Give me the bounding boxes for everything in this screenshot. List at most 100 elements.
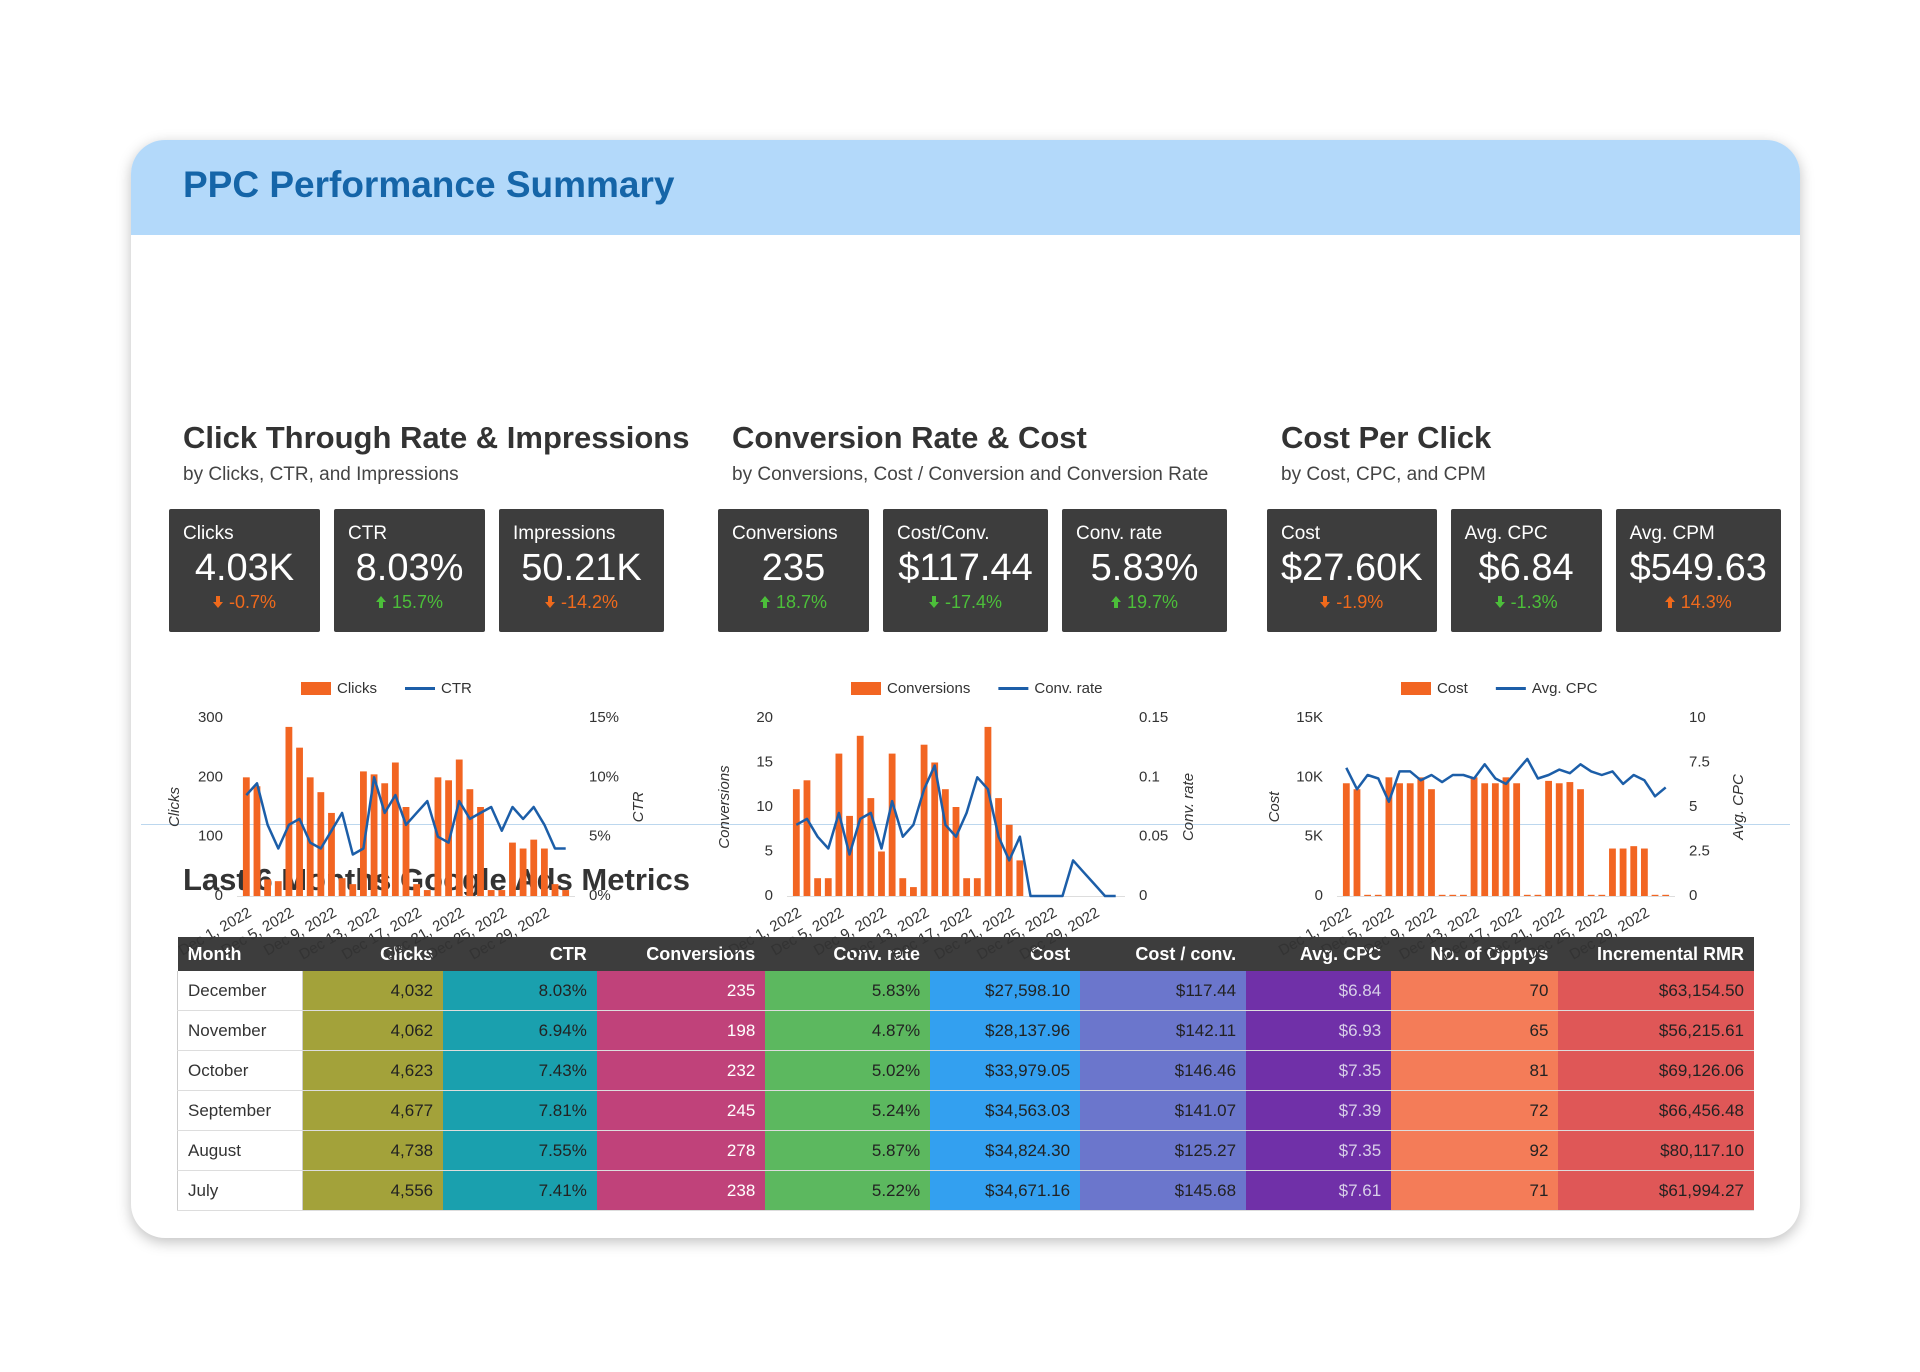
- bar: [1555, 783, 1563, 896]
- bar: [1385, 777, 1393, 896]
- bar: [264, 879, 272, 896]
- table-cell: $66,456.48: [1558, 1090, 1754, 1131]
- bar: [391, 762, 399, 896]
- kpi-card: Avg. CPC $6.84 -1.3%: [1450, 509, 1602, 632]
- y-tick-label: 15%: [589, 709, 619, 726]
- arrow-shape: [544, 596, 555, 608]
- bar: [328, 812, 335, 896]
- bar: [562, 890, 570, 896]
- bar: [878, 851, 885, 896]
- table-cell: $146.46: [1080, 1050, 1247, 1091]
- bar: [910, 887, 917, 896]
- bar: [466, 789, 474, 896]
- y-tick-label: 0: [1315, 887, 1323, 904]
- bar: [1438, 894, 1446, 896]
- table-cell: 4,738: [302, 1130, 444, 1171]
- bar: [519, 848, 527, 896]
- bar: [1396, 783, 1403, 896]
- table-cell: $141.07: [1080, 1090, 1247, 1131]
- column-header: CTR: [443, 937, 597, 971]
- bar: [1481, 783, 1489, 896]
- trend-arrow: [1664, 596, 1675, 608]
- bar: [1406, 783, 1414, 896]
- bar: [1374, 894, 1382, 896]
- kpi-value: $549.63: [1629, 547, 1767, 589]
- dashboard-card: PPC Performance Summary Last 6 Months Go…: [131, 140, 1800, 1238]
- table-cell: 6.94%: [443, 1010, 597, 1051]
- kpi-card: Avg. CPM $549.63 14.3%: [1615, 509, 1781, 632]
- table-cell: 7.81%: [443, 1090, 597, 1131]
- table-cell: 92: [1391, 1130, 1559, 1171]
- kpi-change: -17.4%: [944, 592, 1003, 612]
- column-header: Clicks: [302, 937, 444, 971]
- kpi-change-row: -17.4%: [897, 592, 1034, 613]
- y2-axis-title: Avg. CPC: [1730, 774, 1747, 841]
- y-tick-label: 0.15: [1139, 709, 1168, 726]
- bar: [952, 807, 960, 896]
- kpi-card: Cost/Conv. $117.44 -17.4%: [883, 509, 1048, 632]
- arrow-shape: [1320, 596, 1331, 608]
- table-cell: 5.87%: [765, 1130, 931, 1171]
- trend-arrow: [1110, 596, 1121, 608]
- dashboard-title: PPC Performance Summary: [183, 164, 675, 205]
- table-cell: 238: [596, 1170, 766, 1211]
- y-tick-label: 0%: [589, 887, 611, 904]
- y-tick-label: 10K: [1296, 768, 1323, 785]
- table-row: August 4,738 7.55% 278 5.87% $34,824.30 $125.2…: [176, 1130, 1754, 1171]
- kpi-value: $117.44: [898, 547, 1033, 589]
- kpi-row: Conversions 235 18.7% Cost/Conv. $117.44 -17.…: [718, 509, 1227, 632]
- bar: [487, 890, 495, 896]
- section-subtitle: by Conversions, Cost / Conversion and Co…: [732, 464, 1209, 485]
- table-row: December 4,032 8.03% 235 5.83% $27,598.10 $117…: [176, 971, 1754, 1011]
- bar: [1470, 777, 1478, 896]
- line: [795, 764, 1116, 898]
- table-cell: $56,215.61: [1558, 1010, 1754, 1051]
- section: Cost Per Click by Cost, CPC, and CPM Cost $…: [1267, 420, 1781, 632]
- y2-axis-title: CTR: [630, 791, 647, 822]
- table-cell: 4,032: [302, 971, 444, 1011]
- table-cell: 198: [596, 1010, 766, 1051]
- bar: [306, 777, 314, 896]
- metrics-table: Month Clicks CTR Conversions Conv. rate Cost C…: [176, 937, 1754, 1211]
- table-row: September 4,677 7.81% 245 5.24% $34,563.03 $14…: [176, 1090, 1754, 1131]
- y-tick-label: 0: [1139, 887, 1147, 904]
- bar: [1460, 894, 1467, 896]
- bar: [1662, 894, 1670, 896]
- separator: [141, 824, 1790, 825]
- kpi-change-row: -1.9%: [1281, 592, 1423, 613]
- table-cell: July: [176, 1170, 304, 1211]
- kpi-value: 235: [761, 547, 826, 589]
- table-cell: $6.84: [1246, 971, 1392, 1011]
- trend-arrow: [375, 596, 386, 608]
- y-tick-label: 7.5: [1689, 753, 1710, 770]
- section: Conversion Rate & Cost by Conversions, Co…: [718, 420, 1227, 632]
- bar: [803, 780, 811, 896]
- table-cell: 7.41%: [443, 1170, 597, 1211]
- bar: [1016, 860, 1024, 896]
- table-cell: November: [176, 1010, 304, 1051]
- kpi-value: 4.03K: [194, 547, 295, 589]
- y-tick-label: 100: [198, 828, 223, 845]
- bar: [1587, 894, 1595, 896]
- bar: [1364, 894, 1372, 896]
- kpi-change: -1.9%: [1336, 592, 1384, 612]
- kpi-label: Cost: [1281, 523, 1321, 544]
- bar: [1630, 846, 1638, 896]
- y-tick-label: 5K: [1305, 828, 1323, 845]
- arrow-shape: [375, 596, 386, 608]
- bar: [1449, 894, 1457, 896]
- bar: [899, 878, 907, 896]
- table-cell: $145.68: [1080, 1170, 1247, 1211]
- y-tick-label: 15: [756, 753, 773, 770]
- kpi-value: 5.83%: [1090, 547, 1199, 589]
- arrow-shape: [1664, 596, 1675, 608]
- trend-arrow: [544, 596, 555, 608]
- y-tick-label: 10%: [589, 768, 619, 785]
- table-cell: $7.39: [1246, 1090, 1392, 1131]
- trend-arrow: [928, 596, 939, 608]
- kpi-change-row: 15.7%: [348, 592, 471, 613]
- kpi-card: Cost $27.60K -1.9%: [1267, 509, 1437, 632]
- bar: [973, 878, 981, 896]
- arrow-shape: [1494, 596, 1505, 608]
- bar: [1502, 777, 1510, 896]
